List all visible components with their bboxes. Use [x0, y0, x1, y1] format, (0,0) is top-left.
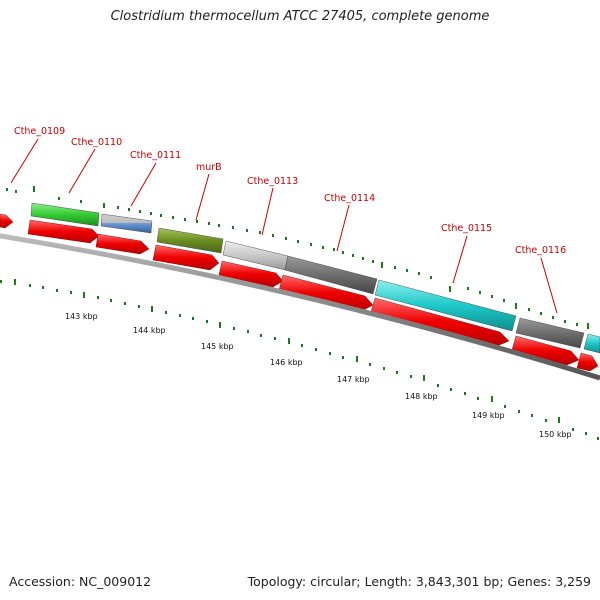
cds-arrow: [511, 335, 580, 366]
genome-backbone: [0, 233, 600, 381]
feature-cthe-0116: [515, 317, 585, 349]
gene-label: Cthe_0109: [14, 126, 65, 137]
scale-label: 150 kbp: [539, 430, 572, 439]
scale-labels: 143 kbp 144 kbp 145 kbp 146 kbp 147 kbp …: [65, 312, 572, 439]
feature-edge: [583, 333, 600, 354]
map-title: Clostridium thermocellum ATCC 27405, com…: [110, 9, 490, 24]
cds-arrow: [278, 274, 374, 312]
gene-label: Cthe_0114: [324, 193, 375, 204]
scale-label: 144 kbp: [133, 326, 166, 335]
cds-arrow: [0, 213, 14, 229]
feature-cthe-0111: [100, 213, 153, 234]
scale-label: 147 kbp: [337, 375, 370, 384]
scale-label: 143 kbp: [65, 312, 98, 321]
gene-label: Cthe_0111: [130, 150, 181, 161]
leader-lines: [10, 138, 558, 314]
feature-cthe-0114: [284, 255, 378, 295]
gene-label: Cthe_0110: [71, 137, 122, 148]
genome-summary-text: Topology: circular; Length: 3,843,301 bp…: [247, 574, 591, 589]
scale-label: 148 kbp: [405, 392, 438, 401]
scale-label: 145 kbp: [201, 342, 234, 351]
cds-arrow: [576, 352, 599, 372]
cds-track: [0, 213, 599, 372]
feature-track: [30, 202, 600, 354]
accession-text: Accession: NC_009012: [9, 574, 152, 589]
outer-tick-ring: [6, 186, 589, 329]
cds-arrow: [370, 297, 510, 347]
feature-cthe-0110: [30, 202, 100, 227]
cds-arrow: [152, 244, 220, 271]
cds-arrow: [27, 219, 100, 244]
gene-label: Cthe_0116: [515, 245, 566, 256]
scale-label: 146 kbp: [270, 358, 303, 367]
cds-arrow: [218, 260, 284, 288]
cds-arrow: [95, 233, 150, 255]
gene-label: murB: [196, 162, 222, 173]
scale-label: 149 kbp: [472, 411, 505, 420]
gene-label: Cthe_0115: [441, 223, 492, 234]
scale-tick-ring: [0, 279, 599, 440]
gene-labels: Cthe_0109 Cthe_0110 Cthe_0111 murB Cthe_…: [14, 126, 566, 256]
feature-murb: [156, 227, 224, 254]
gene-label: Cthe_0113: [247, 176, 298, 187]
feature-cthe-0115: [374, 279, 517, 332]
